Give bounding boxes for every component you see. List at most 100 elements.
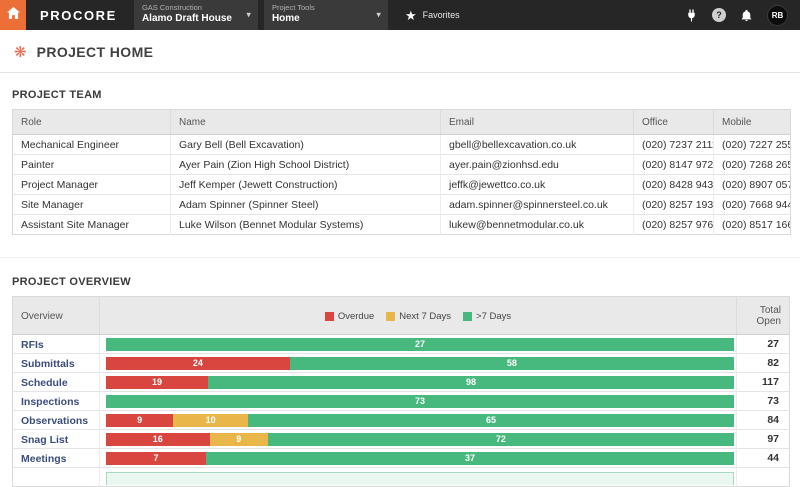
stacked-bar	[106, 472, 734, 485]
team-cell-office: (020) 8428 9434	[633, 174, 714, 195]
team-cell-role: Project Manager	[12, 174, 171, 195]
project-tools-dropdown[interactable]: Project Tools Home ▾	[263, 0, 388, 30]
overview-row-partial	[12, 467, 790, 487]
bar-segment-later[interactable]: 98	[207, 375, 734, 389]
team-cell-email: adam.spinner@spinnersteel.co.uk	[440, 194, 634, 215]
overview-row: Observations 9 10 65 84	[12, 410, 790, 430]
user-avatar[interactable]: RB	[767, 4, 788, 26]
legend-label-next7: Next 7 Days	[399, 310, 452, 322]
team-cell-name: Gary Bell (Bell Excavation)	[170, 134, 441, 155]
team-column-role: Role	[12, 109, 171, 135]
team-cell-office: (020) 8147 9722	[633, 154, 714, 175]
legend-item-later: >7 Days	[463, 311, 511, 322]
bar-segment-later[interactable]: 27	[106, 337, 734, 351]
help-icon[interactable]: ?	[712, 8, 726, 22]
project-tools-value: Home	[271, 13, 300, 24]
notifications-bell-icon[interactable]	[740, 9, 753, 22]
total-open-value: 97	[736, 429, 790, 449]
team-cell-mobile: (020) 7268 2659	[713, 154, 791, 175]
overview-table-header-row: Overview Overdue Next 7 Days	[12, 296, 790, 335]
overview-column-total: Total Open	[736, 296, 790, 335]
team-column-name: Name	[170, 109, 441, 135]
favorites-button[interactable]: ★ Favorites	[405, 9, 460, 22]
project-team-section-title: PROJECT TEAM	[12, 89, 102, 101]
overview-tool-link[interactable]: Schedule	[21, 377, 68, 389]
overview-row-label-cell: RFIs	[12, 334, 100, 354]
team-cell-name: Jeff Kemper (Jewett Construction)	[170, 174, 441, 195]
project-overview-section-title: PROJECT OVERVIEW	[12, 276, 131, 288]
overview-tool-link[interactable]: Snag List	[21, 434, 69, 446]
table-row: Site Manager Adam Spinner (Spinner Steel)…	[12, 194, 791, 215]
stacked-bar: 73	[106, 394, 734, 408]
legend-swatch-later	[463, 311, 473, 321]
project-team-section: PROJECT TEAM Role Name Email Office Mobi…	[0, 89, 800, 235]
apps-plug-icon[interactable]	[685, 9, 698, 22]
overview-chart-cell: 27	[99, 334, 737, 354]
team-table-body: Mechanical Engineer Gary Bell (Bell Excav…	[12, 134, 791, 235]
overview-tool-link[interactable]: Meetings	[21, 453, 67, 465]
overview-row-label-cell: Observations	[12, 410, 100, 430]
bar-segment-later[interactable]: 65	[248, 413, 734, 427]
legend-label-later: >7 Days	[476, 310, 512, 322]
total-open-value: 82	[736, 353, 790, 373]
legend-label-overdue: Overdue	[337, 310, 375, 322]
total-open-value: 27	[736, 334, 790, 354]
overview-chart-header: Overdue Next 7 Days >7 Days	[99, 296, 737, 335]
overview-tool-link[interactable]: Submittals	[21, 358, 75, 370]
bar-segment-next7[interactable]: 10	[173, 413, 249, 427]
team-cell-office: (020) 8257 1931	[633, 194, 714, 215]
chart-legend: Overdue Next 7 Days >7 Days	[108, 311, 728, 322]
bar-segment-overdue[interactable]: 19	[106, 375, 208, 389]
overview-tool-link[interactable]: Observations	[21, 415, 89, 427]
bar-segment-next7[interactable]: 9	[209, 432, 268, 446]
team-table-header-row: Role Name Email Office Mobile	[12, 109, 791, 135]
overview-row: Snag List 16 9 72 97	[12, 429, 790, 449]
overview-row: Submittals 24 58 82	[12, 353, 790, 373]
overview-chart-cell: 16 9 72	[99, 429, 737, 449]
bar-segment-later[interactable]: 37	[205, 451, 734, 465]
team-cell-email: ayer.pain@zionhsd.edu	[440, 154, 634, 175]
topbar-icon-group: ? RB	[685, 4, 788, 26]
project-selector-dropdown[interactable]: GAS Construction Alamo Draft House ▾	[133, 0, 258, 30]
overview-chart-cell: 73	[99, 391, 737, 411]
overview-row-label-cell: Schedule	[12, 372, 100, 392]
overview-chart-cell: 19 98	[99, 372, 737, 392]
bar-segment-overdue[interactable]: 7	[106, 451, 206, 465]
bar-segment-overdue[interactable]: 24	[106, 356, 290, 370]
overview-tool-link[interactable]: Inspections	[21, 396, 80, 408]
bar-segment-overdue[interactable]: 9	[106, 413, 174, 427]
bar-segment-later[interactable]: 58	[289, 356, 734, 370]
bar-segment-later[interactable]: 73	[106, 394, 734, 408]
procore-home-button[interactable]	[0, 0, 26, 30]
overview-row: Schedule 19 98 117	[12, 372, 790, 392]
favorites-label: Favorites	[422, 10, 460, 20]
overview-chart-cell: 24 58	[99, 353, 737, 373]
overview-table-body: RFIs 27 27 Submittals 24 58 82 Schedule 19 98 117 I…	[12, 334, 790, 487]
project-overview-table: Overview Overdue Next 7 Days	[12, 296, 790, 487]
procore-logo[interactable]: PROCORE	[40, 7, 117, 23]
project-selector-company: GAS Construction	[141, 3, 202, 12]
home-icon	[6, 6, 20, 24]
overview-row-label-cell	[12, 467, 100, 487]
star-icon: ★	[404, 7, 417, 23]
overview-tool-link[interactable]: RFIs	[21, 339, 44, 351]
overview-row-label-cell: Inspections	[12, 391, 100, 411]
overview-row-label-cell: Meetings	[12, 448, 100, 468]
legend-swatch-next7	[386, 311, 396, 321]
team-cell-name: Luke Wilson (Bennet Modular Systems)	[170, 214, 441, 235]
chevron-down-icon: ▾	[376, 9, 381, 20]
overview-column-label: Overview	[12, 296, 100, 335]
team-cell-mobile: (020) 8907 0574	[713, 174, 791, 195]
stacked-bar: 16 9 72	[106, 432, 734, 446]
team-column-office: Office	[633, 109, 714, 135]
table-row: Painter Ayer Pain (Zion High School Distr…	[12, 154, 791, 175]
team-cell-role: Mechanical Engineer	[12, 134, 171, 155]
table-row: Assistant Site Manager Luke Wilson (Benne…	[12, 214, 791, 235]
bar-segment-overdue[interactable]: 16	[106, 432, 210, 446]
bar-segment-later[interactable]: 72	[267, 432, 734, 446]
overview-chart-cell	[99, 467, 737, 487]
team-cell-role: Painter	[12, 154, 171, 175]
overview-chart-cell: 9 10 65	[99, 410, 737, 430]
overview-row-label-cell: Submittals	[12, 353, 100, 373]
stacked-bar: 9 10 65	[106, 413, 734, 427]
